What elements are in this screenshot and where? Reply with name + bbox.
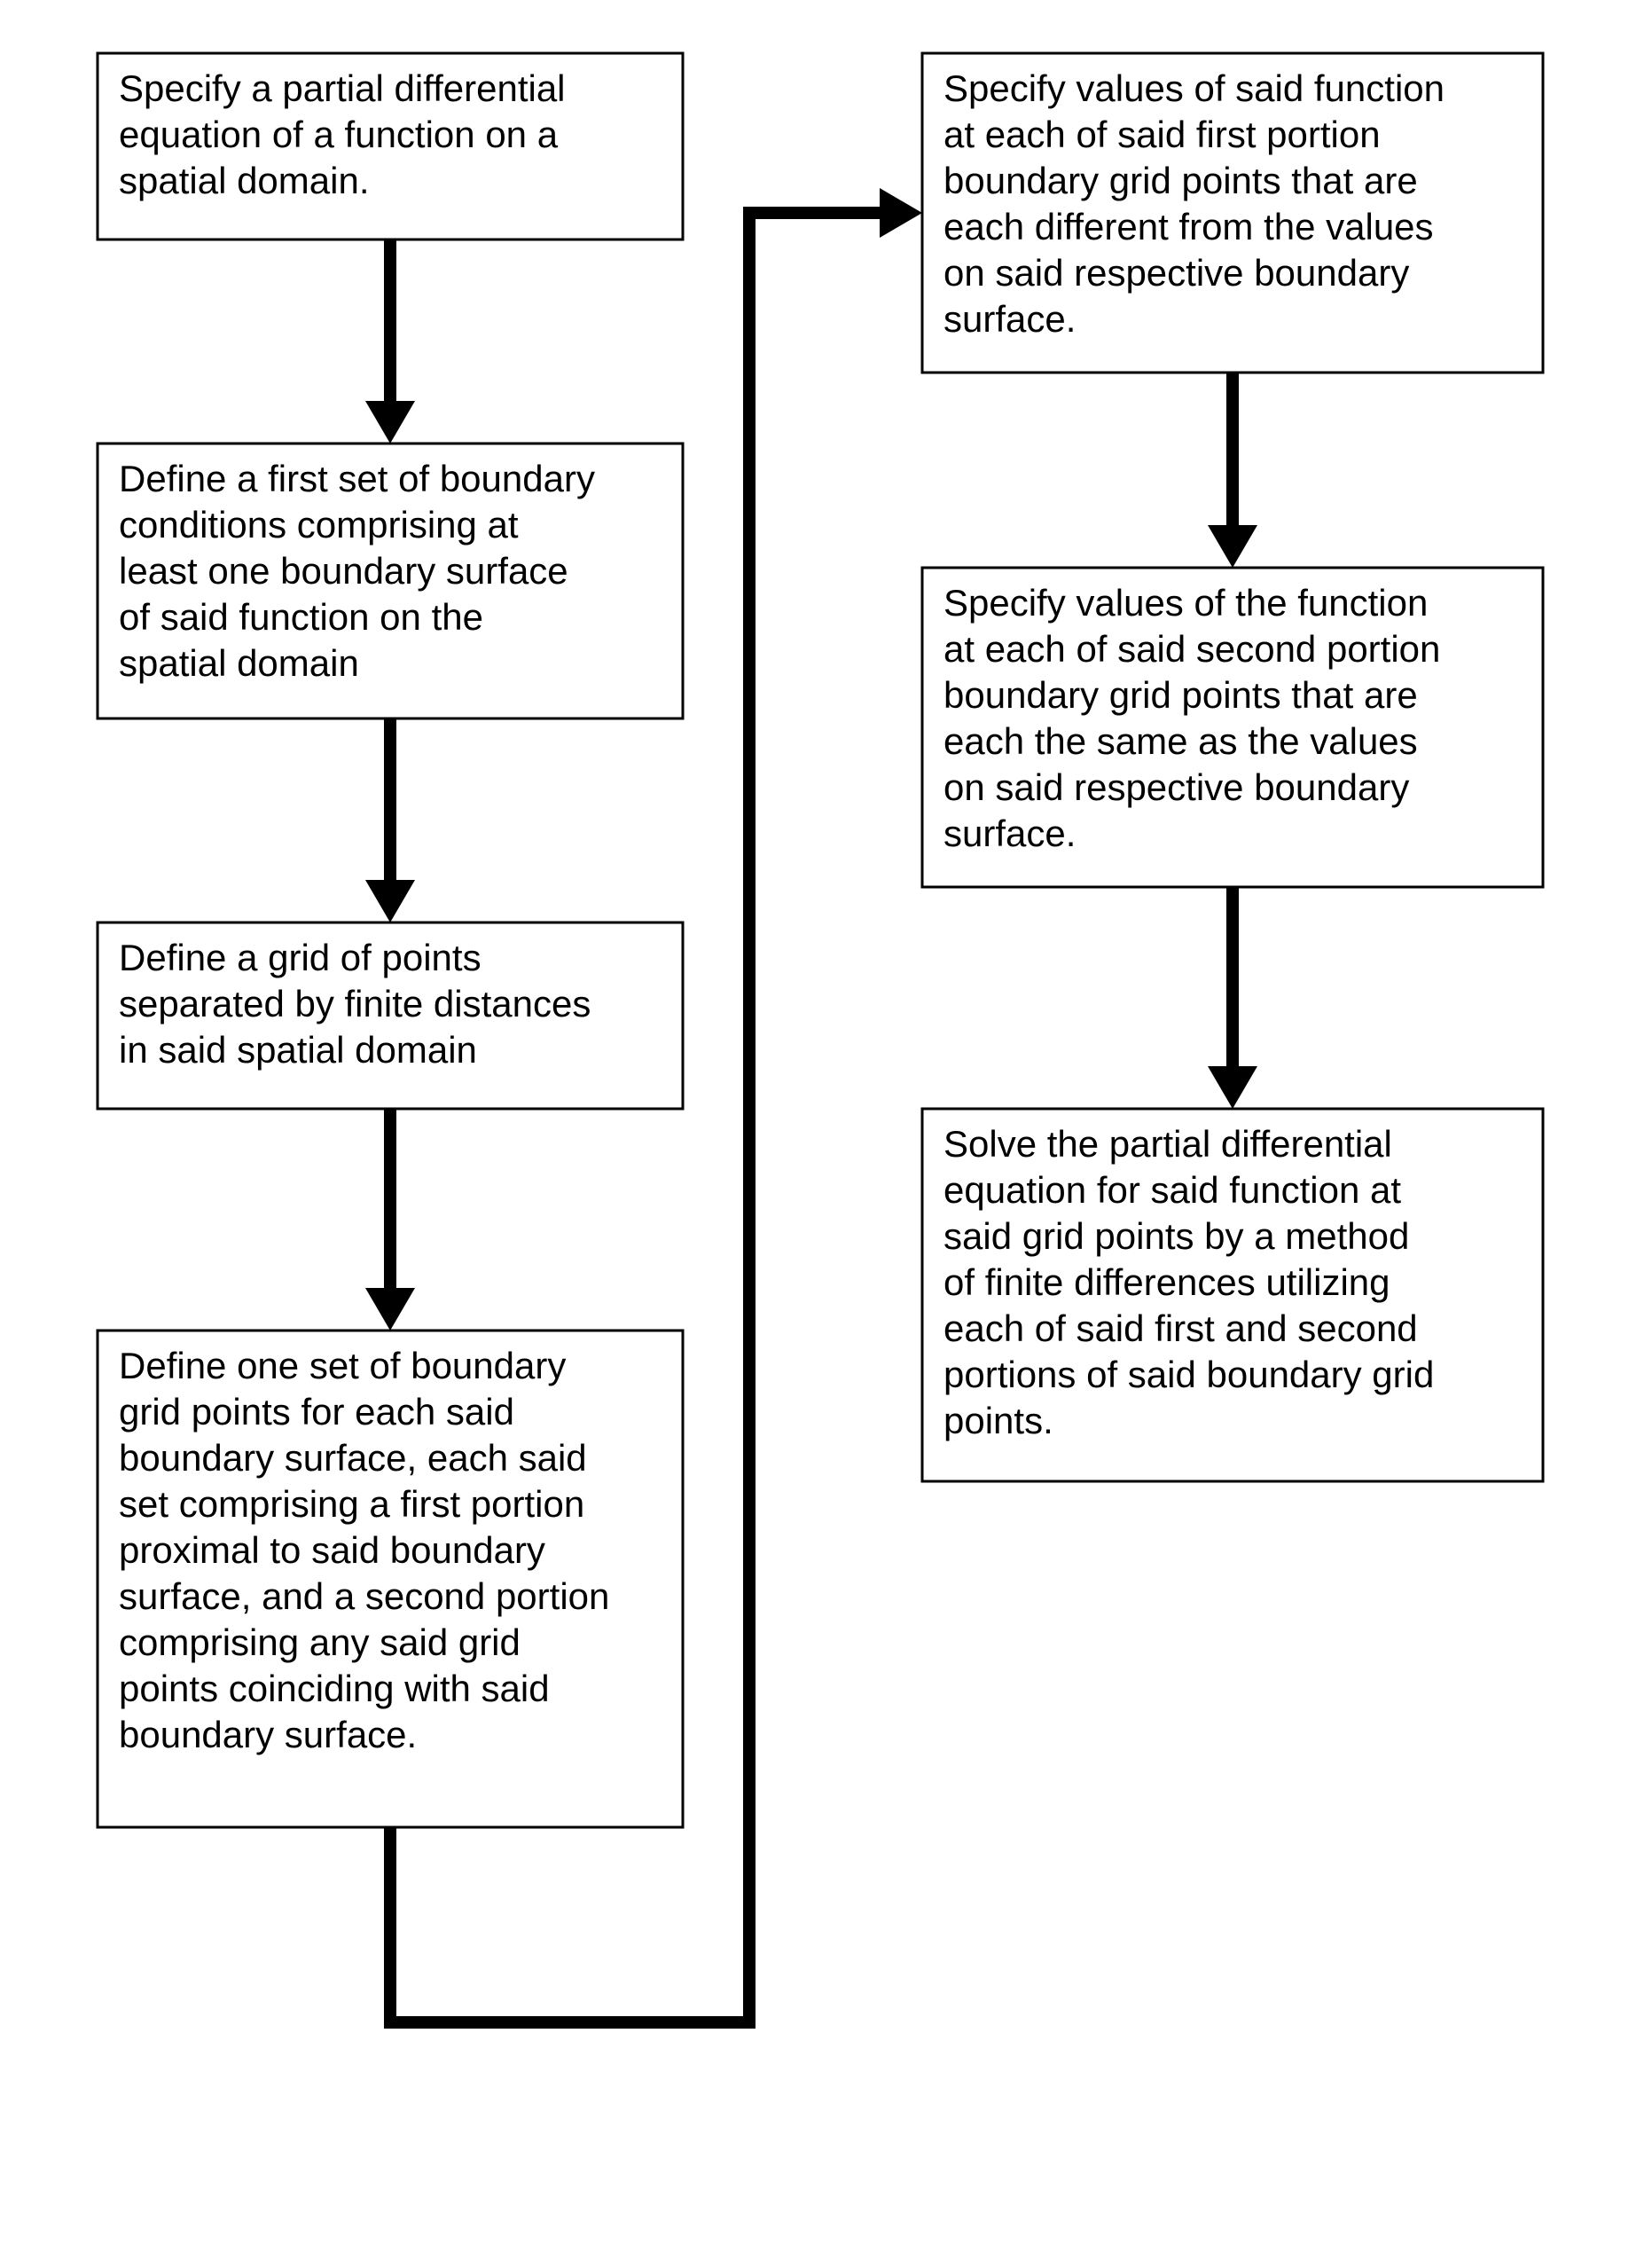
arrow-head: [880, 188, 922, 238]
edge-e1: [365, 239, 415, 444]
flow-node-n2: Define a first set of boundaryconditions…: [98, 444, 683, 718]
arrow-head: [1208, 525, 1257, 568]
flow-node-n6: Specify values of the functionat each of…: [922, 568, 1543, 887]
edge-e2: [365, 718, 415, 922]
arrow-head: [365, 401, 415, 444]
node-text: Solve the partial differentialequation f…: [943, 1123, 1434, 1441]
flow-node-n5: Specify values of said functionat each o…: [922, 53, 1543, 373]
arrow-head: [365, 1288, 415, 1331]
flow-node-n4: Define one set of boundarygrid points fo…: [98, 1331, 683, 1827]
arrow-head: [1208, 1066, 1257, 1109]
edge-e5: [1208, 373, 1257, 568]
edge-e3: [365, 1109, 415, 1331]
edge-e6: [1208, 887, 1257, 1109]
flowchart-canvas: Specify a partial differentialequation o…: [0, 0, 1652, 2253]
flow-node-n7: Solve the partial differentialequation f…: [922, 1109, 1543, 1481]
flow-node-n3: Define a grid of pointsseparated by fini…: [98, 922, 683, 1109]
arrow-head: [365, 880, 415, 922]
flow-node-n1: Specify a partial differentialequation o…: [98, 53, 683, 239]
